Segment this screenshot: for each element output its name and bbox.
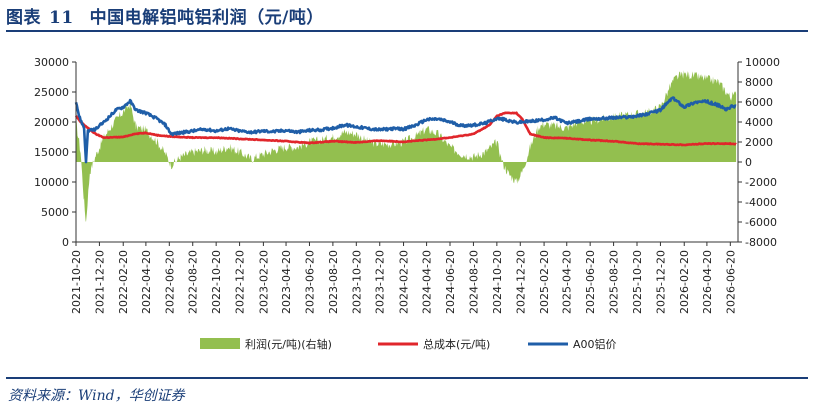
x-tick-label: 2026-06-20 [724, 250, 737, 314]
x-tick-label: 2021-12-20 [93, 250, 106, 314]
x-tick-label: 2022-02-20 [117, 250, 130, 314]
x-tick-label: 2023-02-20 [257, 250, 270, 314]
y-left-tick-label: 15000 [34, 146, 69, 159]
x-tick-label: 2023-06-20 [303, 250, 316, 314]
x-tick-label: 2022-08-20 [187, 250, 200, 314]
x-tick-label: 2025-08-20 [608, 250, 621, 314]
x-tick-label: 2022-06-20 [163, 250, 176, 314]
y-right-tick-label: 10000 [745, 56, 780, 69]
source-note: 资料来源：Wind，华创证券 [8, 388, 185, 404]
x-tick-label: 2024-12-20 [514, 250, 527, 314]
y-right-tick-label: 2000 [745, 136, 773, 149]
legend-swatch [200, 338, 240, 349]
price-line [74, 96, 737, 164]
legend-label: 总成本(元/吨) [423, 337, 490, 351]
cost-line [74, 111, 737, 147]
x-tick-label: 2024-08-20 [467, 250, 480, 314]
y-left-tick-label: 30000 [34, 56, 69, 69]
y-right-tick-label: -4000 [745, 196, 777, 209]
y-left-tick-label: 5000 [41, 206, 69, 219]
y-right-tick-label: -8000 [745, 236, 777, 249]
y-left-tick-label: 0 [62, 236, 69, 249]
y-right-tick-label: -2000 [745, 176, 777, 189]
legend: 利润(元/吨)(右轴) 总成本(元/吨) A00铝价 [200, 337, 617, 351]
y-left-tick-label: 20000 [34, 116, 69, 129]
y-left-tick-label: 25000 [34, 86, 69, 99]
x-tick-label: 2024-04-20 [421, 250, 434, 314]
figure-number: 11 [49, 8, 74, 28]
legend-label: 利润(元/吨)(右轴) [245, 337, 332, 351]
x-tick-label: 2025-06-20 [584, 250, 597, 314]
x-tick-label: 2023-04-20 [280, 250, 293, 314]
x-tick-label: 2023-12-20 [374, 250, 387, 314]
x-tick-label: 2024-02-20 [398, 250, 411, 314]
legend-item: 利润(元/吨)(右轴) [200, 337, 332, 351]
x-tick-label: 2023-10-20 [350, 250, 363, 314]
y-left-tick-label: 10000 [34, 176, 69, 189]
x-tick-label: 2021-10-20 [70, 250, 83, 314]
legend-item: 总成本(元/吨) [378, 337, 490, 351]
y-right-tick-label: 0 [745, 156, 752, 169]
x-tick-label: 2025-12-20 [654, 250, 667, 314]
y-right-tick-label: -6000 [745, 216, 777, 229]
x-tick-label: 2022-12-20 [234, 250, 247, 314]
y-right-tick-label: 4000 [745, 116, 773, 129]
legend-label: A00铝价 [573, 337, 617, 351]
profit-area [76, 70, 737, 222]
title-rule [6, 30, 808, 32]
source-rule [6, 377, 808, 379]
x-tick-label: 2022-04-20 [140, 250, 153, 314]
figure-label: 图表 [6, 8, 41, 28]
x-tick-label: 2026-04-20 [701, 250, 714, 314]
axis-layer: 050001000015000200002500030000-8000-6000… [34, 56, 780, 314]
x-tick-label: 2024-06-20 [444, 250, 457, 314]
x-tick-label: 2025-02-20 [538, 250, 551, 314]
y-right-tick-label: 6000 [745, 96, 773, 109]
y-right-tick-label: 8000 [745, 76, 773, 89]
profit-area-layer [76, 70, 737, 222]
legend-item: A00铝价 [528, 337, 617, 351]
x-tick-label: 2022-10-20 [210, 250, 223, 314]
x-tick-label: 2025-10-20 [631, 250, 644, 314]
x-tick-label: 2024-10-20 [491, 250, 504, 314]
x-tick-label: 2023-08-20 [327, 250, 340, 314]
chart-title: 中国电解铝吨铝利润（元/吨） [89, 8, 324, 28]
figure-title: 图表 11 中国电解铝吨铝利润（元/吨） [6, 3, 324, 28]
line-layer [74, 96, 737, 164]
x-tick-label: 2026-02-20 [678, 250, 691, 314]
chart: 050001000015000200002500030000-8000-6000… [34, 56, 780, 351]
x-tick-label: 2025-04-20 [561, 250, 574, 314]
